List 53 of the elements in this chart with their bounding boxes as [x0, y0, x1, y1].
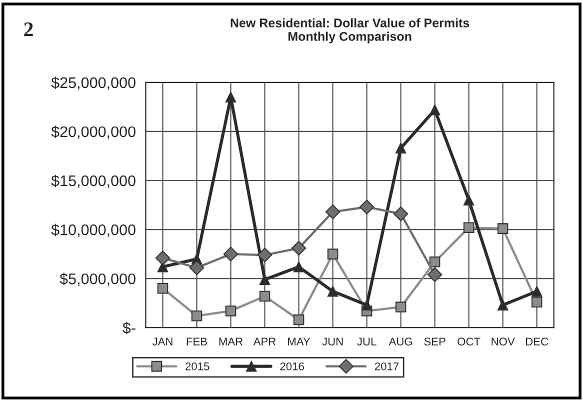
x-tick-label: JUN: [322, 338, 343, 346]
point: [531, 296, 542, 308]
x-tick-label: APR: [253, 338, 276, 346]
point: [531, 286, 542, 297]
point: [291, 240, 306, 256]
x-tick-label: OCT: [458, 338, 480, 346]
point: [395, 302, 406, 312]
y-tick-label: $-: [122, 322, 136, 334]
y-tick-label: $15,000,000: [51, 174, 136, 188]
point: [293, 314, 304, 326]
x-tick-label: AUG: [388, 338, 412, 346]
x-tick-label: JUL: [357, 338, 376, 346]
point: [155, 250, 170, 266]
text: 2: [24, 22, 33, 36]
y-tick-label: $5,000,000: [60, 272, 136, 286]
legend-label: 2017: [374, 362, 399, 370]
point: [463, 194, 474, 206]
point: [359, 200, 374, 214]
point: [497, 300, 508, 310]
point: [393, 206, 408, 222]
point: [427, 267, 442, 282]
point: [361, 300, 372, 310]
point: [497, 223, 508, 234]
point: [257, 248, 272, 262]
y-tick-label: $10,000,000: [51, 224, 136, 238]
x-tick-label: DEC: [526, 338, 548, 346]
point: [225, 306, 236, 316]
x-tick-label: MAR: [219, 338, 243, 346]
point: [429, 104, 440, 116]
point: [293, 261, 304, 272]
point: [325, 204, 340, 220]
y-tick-label: $25,000,000: [51, 76, 136, 90]
point: [395, 142, 406, 154]
point: [463, 222, 474, 233]
point: [327, 286, 338, 297]
chart-title: New Residential: Dollar Value of Permits Monthly Comparison: [230, 18, 470, 44]
x-tick-label: NOV: [492, 338, 515, 346]
x-tick-label: MAY: [288, 338, 310, 346]
point: [429, 256, 440, 268]
x-tick-label: JAN: [152, 338, 172, 346]
y-tick-label: $20,000,000: [51, 126, 136, 139]
point: [157, 283, 168, 294]
point: [259, 274, 270, 285]
legend-label: 2015: [186, 362, 210, 370]
point: [225, 92, 236, 103]
point: [189, 260, 204, 276]
x-tick-label: SEP: [424, 338, 446, 346]
point: [259, 290, 270, 302]
legend-label: 2016: [280, 362, 304, 370]
x-tick-label: FEB: [186, 338, 207, 346]
point: [191, 310, 202, 322]
point: [327, 248, 338, 260]
point: [223, 246, 238, 262]
